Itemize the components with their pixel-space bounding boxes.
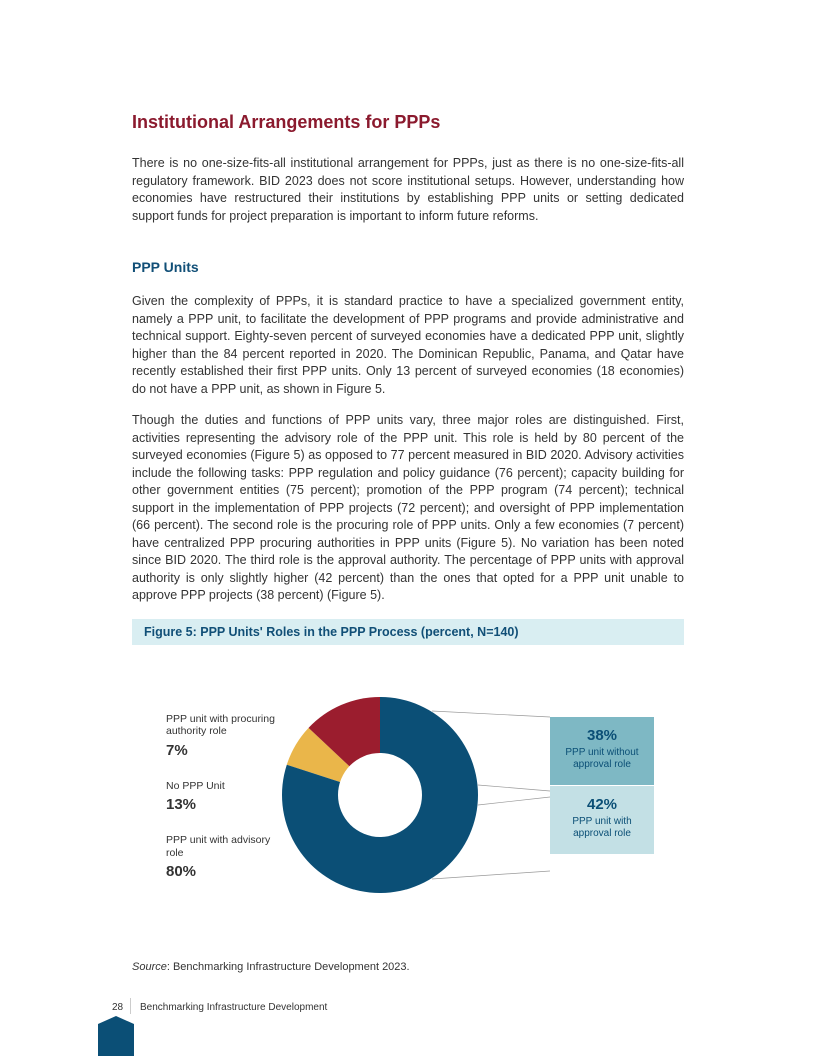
slice-label-procuring: PPP unit with procuring authority role 7… — [166, 713, 286, 760]
footer-separator — [130, 998, 131, 1014]
intro-paragraph: There is no one-size-fits-all institutio… — [132, 155, 684, 225]
box-label: PPP unit without approval role — [556, 747, 648, 771]
box-pct: 38% — [556, 727, 648, 744]
body-paragraph-2: Though the duties and functions of PPP u… — [132, 412, 684, 605]
figure-title: Figure 5: PPP Units' Roles in the PPP Pr… — [132, 619, 684, 645]
box-label: PPP unit with approval role — [556, 816, 648, 840]
right-box-group: 38% PPP unit without approval role 42% P… — [550, 717, 654, 855]
slice-label-text: No PPP Unit — [166, 780, 286, 793]
slice-label-advisory: PPP unit with advisory role 80% — [166, 834, 286, 881]
source-label: Source — [132, 961, 167, 973]
box-pct: 42% — [556, 796, 648, 813]
page-footer: 28 Benchmarking Infrastructure Developme… — [0, 988, 816, 1028]
footer-shape-icon — [98, 1016, 134, 1056]
left-label-group: PPP unit with procuring authority role 7… — [166, 713, 286, 902]
body-paragraph-1: Given the complexity of PPPs, it is stan… — [132, 293, 684, 398]
figure-5-chart: PPP unit with procuring authority role 7… — [132, 675, 684, 955]
footer-doc-title: Benchmarking Infrastructure Development — [140, 1002, 327, 1013]
slice-pct-text: 80% — [166, 863, 286, 881]
section-heading: Institutional Arrangements for PPPs — [132, 112, 684, 133]
approval-box-without: 38% PPP unit without approval role — [550, 717, 654, 785]
subsection-heading: PPP Units — [132, 259, 684, 275]
approval-box-with: 42% PPP unit with approval role — [550, 786, 654, 854]
slice-label-text: PPP unit with advisory role — [166, 834, 286, 859]
donut-hole — [338, 753, 422, 837]
slice-label-no-unit: No PPP Unit 13% — [166, 780, 286, 815]
source-line: Source: Benchmarking Infrastructure Deve… — [132, 961, 684, 973]
slice-pct-text: 13% — [166, 796, 286, 814]
slice-label-text: PPP unit with procuring authority role — [166, 713, 286, 738]
source-text: : Benchmarking Infrastructure Developmen… — [167, 961, 410, 973]
donut-chart — [280, 695, 480, 895]
slice-pct-text: 7% — [166, 742, 286, 760]
page-number: 28 — [112, 1002, 123, 1013]
